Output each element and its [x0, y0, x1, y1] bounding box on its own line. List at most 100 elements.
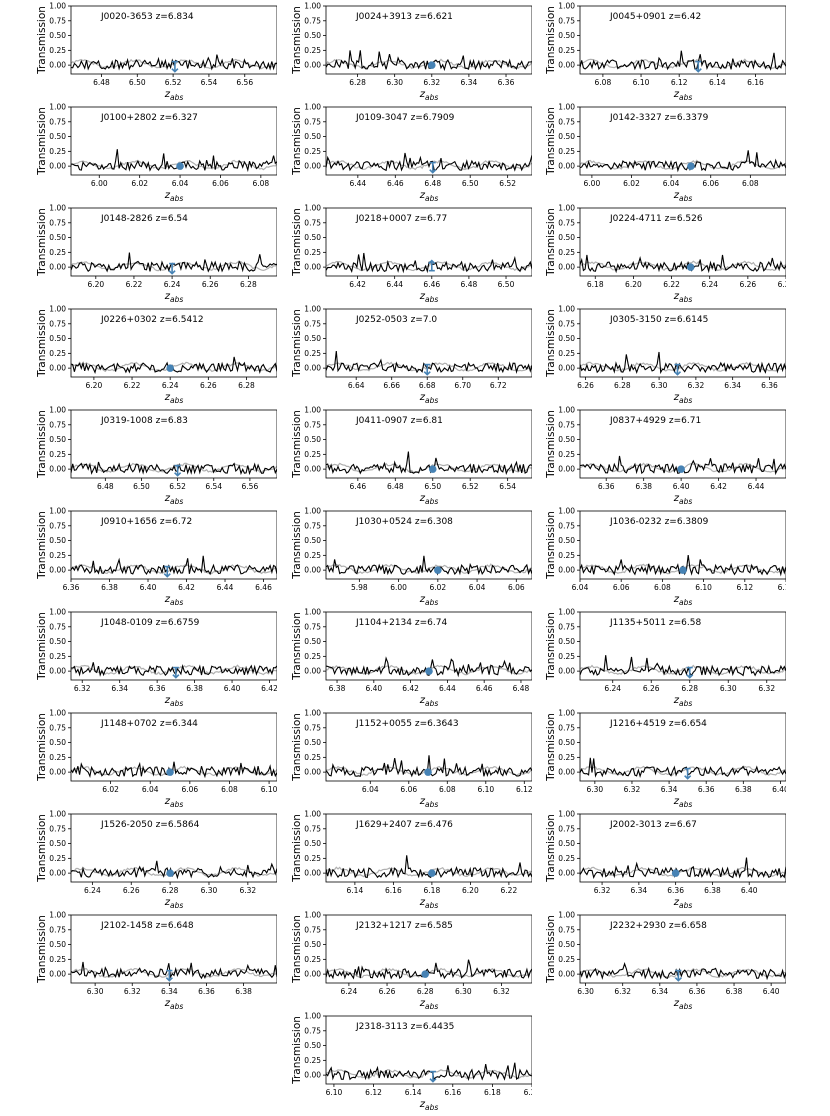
x-axis-label: zabs — [419, 796, 439, 809]
panel-title: J0109-3047 z=6.7909 — [355, 113, 455, 123]
upper-limit-arrow — [684, 775, 692, 780]
x-tick-label: 6.12 — [365, 1088, 382, 1097]
y-tick-label: 0.75 — [558, 319, 575, 328]
y-axis-label: Transmission — [291, 107, 303, 176]
x-tick-label: 6.40 — [365, 684, 382, 693]
spectrum-panel: 0.00 0.25 0.50 0.75 1.00 6.28 6.30 6.32 6.34 6.36… — [291, 2, 532, 102]
y-tick-label: 0.50 — [49, 738, 66, 747]
x-tick-label: 6.32 — [758, 684, 775, 693]
panel-title: J0100+2802 z=6.327 — [100, 113, 198, 123]
y-tick-label: 0.75 — [304, 723, 321, 732]
y-tick-label: 0.50 — [558, 940, 575, 949]
spectrum-panel: 0.00 0.25 0.50 0.75 1.00 6.32 6.34 6.36 6.38 6.40… — [36, 608, 277, 708]
x-tick-label: 6.48 — [513, 684, 530, 693]
y-tick-label: 1.00 — [558, 103, 575, 112]
x-tick-label: 6.26 — [123, 886, 140, 895]
transmission-flux-line — [580, 655, 786, 677]
measurement-point-marker — [434, 566, 442, 574]
upper-limit-arrow — [429, 1078, 437, 1083]
x-tick-label: 6.50 — [424, 482, 441, 491]
x-tick-label: 6.00 — [584, 179, 601, 188]
y-tick-label: 0.00 — [558, 364, 575, 373]
spectrum-panel: 0.00 0.25 0.50 0.75 1.00 6.20 6.22 6.24 6.26 6.28… — [36, 305, 277, 405]
plot-frame — [325, 207, 532, 277]
upper-limit-arrow — [429, 169, 437, 174]
y-tick-label: 0.50 — [558, 637, 575, 646]
x-axis-label: zabs — [673, 998, 693, 1011]
y-tick-label: 0.75 — [558, 117, 575, 126]
x-tick-label: 6.20 — [462, 886, 479, 895]
x-axis-label: zabs — [419, 89, 439, 102]
y-axis-label: Transmission — [291, 612, 303, 681]
panel-title: J0218+0007 z=6.77 — [355, 214, 447, 224]
plot-frame — [325, 510, 532, 580]
y-tick-label: 1.00 — [49, 709, 66, 718]
transmission-flux-line — [71, 252, 277, 273]
model-continuum-line — [71, 664, 277, 676]
y-tick-label: 1.00 — [558, 709, 575, 718]
spectrum-panel: 0.00 0.25 0.50 0.75 1.00 6.24 6.26 6.28 6.30 6.32… — [291, 911, 532, 1011]
plot-frame — [579, 813, 786, 883]
spectrum-panel: 0.00 0.25 0.50 0.75 1.00 6.00 6.02 6.04 6.06 6.08… — [36, 103, 277, 203]
x-tick-label: 6.34 — [161, 987, 178, 996]
y-tick-label: 1.00 — [304, 1012, 321, 1021]
spectrum-panel: 0.00 0.25 0.50 0.75 1.00 6.18 6.20 6.22 6.24 6.26… — [545, 204, 786, 304]
x-tick-label: 6.48 — [424, 179, 441, 188]
spectrum-panel: 0.00 0.25 0.50 0.75 1.00 6.36 6.38 6.40 6.42 6.44… — [36, 507, 277, 607]
y-axis-label: Transmission — [36, 915, 48, 984]
x-tick-label: 6.24 — [341, 987, 358, 996]
x-axis-label: zabs — [164, 190, 184, 203]
y-axis-label: Transmission — [291, 208, 303, 277]
y-tick-label: 0.00 — [304, 364, 321, 373]
y-tick-label: 0.50 — [49, 637, 66, 646]
spectrum-panel: 0.00 0.25 0.50 0.75 1.00 6.20 6.22 6.24 6.26 6.28… — [36, 204, 277, 304]
x-tick-label: 6.18 — [484, 1088, 501, 1097]
x-tick-label: 6.18 — [587, 280, 604, 289]
x-axis-label: zabs — [164, 594, 184, 607]
y-tick-label: 0.00 — [304, 61, 321, 70]
transmission-flux-line — [326, 351, 532, 374]
plot-frame — [325, 5, 532, 75]
x-tick-label: 6.48 — [97, 482, 114, 491]
y-tick-label: 0.00 — [304, 667, 321, 676]
x-tick-label: 6.06 — [508, 583, 525, 592]
y-tick-label: 0.75 — [558, 521, 575, 530]
y-tick-label: 1.00 — [304, 709, 321, 718]
transmission-flux-line — [326, 152, 532, 172]
y-axis-label: Transmission — [36, 410, 48, 479]
y-tick-label: 0.50 — [304, 435, 321, 444]
x-tick-label: 6.34 — [461, 78, 478, 87]
model-continuum-line — [580, 765, 786, 777]
y-axis-label: Transmission — [36, 208, 48, 277]
y-tick-label: 0.25 — [304, 450, 321, 459]
x-tick-label: 6.64 — [348, 381, 365, 390]
y-tick-label: 0.25 — [304, 854, 321, 863]
y-tick-label: 0.25 — [304, 248, 321, 257]
panel-title: J0252-0503 z=7.0 — [355, 315, 437, 325]
measurement-point-marker — [425, 667, 433, 675]
y-tick-label: 0.75 — [304, 824, 321, 833]
y-tick-label: 0.25 — [49, 450, 66, 459]
spectrum-panel: 0.00 0.25 0.50 0.75 1.00 6.10 6.12 6.14 6.16 6.18… — [291, 1012, 532, 1112]
spectrum-panel: 0.00 0.25 0.50 0.75 1.00 6.48 6.50 6.52 6.54 6.56… — [36, 406, 277, 506]
x-tick-label: 6.44 — [748, 482, 765, 491]
plot-frame — [70, 409, 277, 479]
plot-frame — [325, 1015, 532, 1085]
x-tick-label: 6.46 — [423, 280, 440, 289]
panel-title: J1048-0109 z=6.6759 — [100, 618, 200, 628]
upper-limit-arrow — [694, 68, 702, 73]
x-tick-label: 6.50 — [129, 78, 146, 87]
x-tick-label: 6.44 — [349, 179, 366, 188]
transmission-flux-line — [580, 857, 786, 880]
x-tick-label: 6.22 — [126, 280, 143, 289]
x-tick-label: 6.10 — [261, 785, 277, 794]
transmission-flux-line — [71, 461, 277, 476]
x-tick-label: 6.36 — [598, 482, 615, 491]
x-tick-label: 6.32 — [74, 684, 91, 693]
x-tick-label: 6.54 — [205, 482, 222, 491]
plot-frame — [579, 207, 786, 277]
x-tick-label: 6.22 — [124, 381, 141, 390]
y-axis-label: Transmission — [36, 6, 48, 75]
upper-limit-arrow — [163, 573, 171, 578]
x-tick-label: 6.20 — [625, 280, 642, 289]
